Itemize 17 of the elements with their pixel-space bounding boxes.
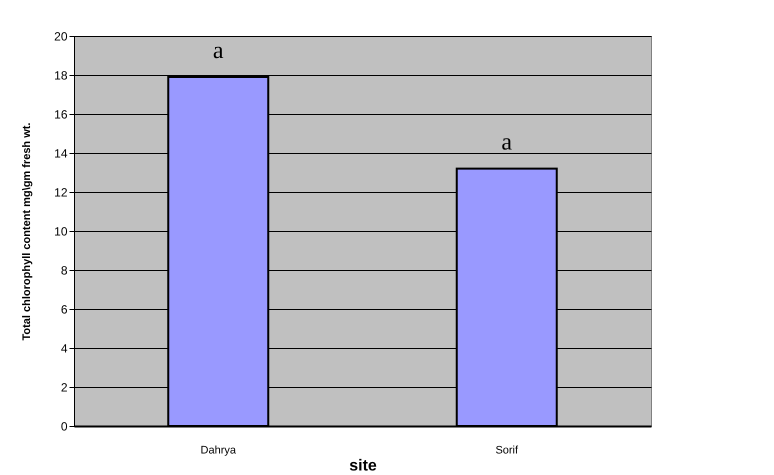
y-tick-label: 12 bbox=[54, 186, 68, 200]
y-tick-label: 6 bbox=[60, 302, 68, 316]
y-tick-label: 18 bbox=[54, 68, 68, 82]
y-axis-title: Total chlorophyll content mg\gm fresh wt. bbox=[21, 122, 34, 340]
y-tick-label: 14 bbox=[54, 146, 68, 160]
annotation: a bbox=[212, 38, 224, 64]
y-tick-label: 2 bbox=[60, 380, 68, 394]
y-tick-label: 10 bbox=[54, 224, 68, 238]
annotation: a bbox=[501, 130, 512, 156]
x-tick-label: Sorif bbox=[495, 444, 519, 456]
y-tick-label: 0 bbox=[60, 420, 68, 434]
y-tick-label: 20 bbox=[54, 30, 68, 44]
y-tick-label: 16 bbox=[54, 108, 68, 122]
y-tick-label: 4 bbox=[60, 342, 68, 356]
x-axis-title: site bbox=[349, 458, 377, 474]
y-tick-label: 8 bbox=[60, 264, 68, 278]
x-tick-label: Dahrya bbox=[200, 444, 237, 456]
